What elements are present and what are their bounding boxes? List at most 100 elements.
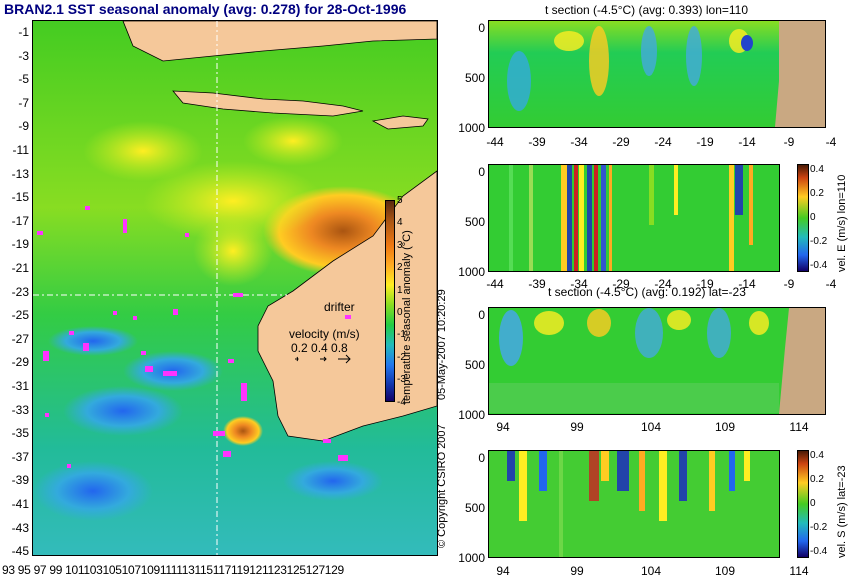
velocity-label: velocity (m/s) <box>289 327 360 341</box>
t_lat-x-tick-label: 99 <box>570 420 584 434</box>
map-lat-tick-label: -1 <box>18 25 29 39</box>
vel_e-x-tick-label: -19 <box>696 277 714 291</box>
vel_s-x-tick-label: 104 <box>640 564 662 578</box>
copyright-text: © Copyright CSIRO 2007 <box>436 424 448 548</box>
t_lat-x-tick-label: 104 <box>640 420 662 434</box>
map-title: BRAN2.1 SST seasonal anomaly (avg: 0.278… <box>4 1 407 17</box>
sst-colorbar-tick-label: 2 <box>397 262 403 274</box>
t_lon-x-tick-label: -4 <box>825 135 837 149</box>
sst-colorbar <box>385 200 395 402</box>
vel_e-x-tick-label: -29 <box>612 277 630 291</box>
t_lat-x-tick-label: 109 <box>714 420 736 434</box>
vel_s-colorbar-tick-label: 0 <box>810 498 816 509</box>
map-lat-tick-label: -5 <box>18 72 29 87</box>
sst-colorbar-tick-label: 4 <box>397 217 403 229</box>
sst-colorbar-tick-label: 5 <box>397 195 403 206</box>
vel-e-colorbar <box>797 164 809 272</box>
t_lat-y-tick-label: 0 <box>478 308 485 322</box>
map-lat-tick-label: -17 <box>11 213 29 228</box>
t_lat-x-tick-label: 94 <box>496 420 510 434</box>
timestamp-text: 05-May-2007 10:20:29 <box>436 289 448 400</box>
vel-e-svg <box>489 165 779 271</box>
vel_e-colorbar-tick-label: -0.4 <box>810 260 828 271</box>
map-lat-tick-label: -15 <box>11 190 29 205</box>
vel_s-x-tick-label: 99 <box>570 564 584 578</box>
t_lon-x-tick-label: -29 <box>612 135 630 149</box>
vel_s-colorbar-tick-label: -0.4 <box>810 546 828 557</box>
vel-s-colorbar-label: vel. S (m/s) lat=-23 <box>836 465 848 558</box>
vel_s-x-tick-label: 109 <box>714 564 736 578</box>
t-section-lat-title: t section (-4.5°C) (avg: 0.192) lat=-23 <box>548 285 746 299</box>
map-lat-tick-label: -27 <box>11 331 29 346</box>
vel_e-y-tick-label: 500 <box>464 215 485 229</box>
t-section-lat-panel <box>488 307 826 415</box>
t_lon-x-tick-label: -9 <box>783 135 795 149</box>
t_lon-x-tick-label: -39 <box>528 135 546 149</box>
map-lat-tick-label: -29 <box>11 355 29 370</box>
sst-colorbar-tick-label: -4 <box>397 396 406 408</box>
t_lon-x-tick-label: -34 <box>570 135 588 149</box>
vel_s-colorbar-tick-label: 0.2 <box>810 474 824 485</box>
map-lat-tick-label: -45 <box>11 544 29 559</box>
sst-colorbar-tick-label: 1 <box>397 284 403 296</box>
vel_e-colorbar-tick-label: 0.4 <box>810 164 824 175</box>
vel_s-colorbar-tick-label: 0.4 <box>810 450 824 461</box>
vel_e-colorbar-tick-label: 0.2 <box>810 188 824 199</box>
map-lat-tick-label: -13 <box>11 166 29 181</box>
vel_e-x-tick-label: -4 <box>825 277 837 291</box>
vel_e-x-tick-label: -44 <box>486 277 504 291</box>
velocity-values: 0.2 0.4 0.8 <box>291 341 348 355</box>
vel_e-x-tick-label: -14 <box>738 277 756 291</box>
vel_e-y-tick-label: 0 <box>478 165 485 179</box>
sst-colorbar-tick-label: 3 <box>397 239 403 251</box>
vel_e-y-tick-label: 1000 <box>458 265 485 279</box>
sst-colorbar-tick-label: 0 <box>397 307 403 318</box>
t_lon-x-tick-label: -44 <box>486 135 504 149</box>
t_lon-y-tick-label: 0 <box>478 21 485 35</box>
vel_e-x-tick-label: -9 <box>783 277 795 291</box>
vel_e-x-tick-label: -34 <box>570 277 588 291</box>
map-lon-ticks: 93 95 97 99 1011031051071091111131151171… <box>2 563 344 577</box>
t_lat-x-tick-label: 114 <box>789 420 809 434</box>
map-lat-tick-label: -11 <box>12 143 29 157</box>
t_lon-y-tick-label: 500 <box>464 71 485 85</box>
t_lon-x-tick-label: -24 <box>654 135 672 149</box>
vel_s-y-tick-label: 1000 <box>458 551 485 565</box>
map-lat-tick-label: -33 <box>11 402 29 417</box>
vel_s-y-tick-label: 500 <box>464 501 485 515</box>
map-lat-tick-label: -23 <box>11 284 29 299</box>
vel-e-panel <box>488 164 780 272</box>
map-lat-tick-label: -25 <box>11 308 29 323</box>
map-lat-tick-label: -37 <box>11 449 29 464</box>
t_lat-y-tick-label: 1000 <box>458 408 485 422</box>
vel_e-x-tick-label: -39 <box>528 277 546 291</box>
sst-colorbar-label: temperature seasonal anomaly (°C) <box>401 230 413 404</box>
t-section-lat-svg <box>489 308 825 414</box>
drifter-label: drifter <box>324 300 355 314</box>
vel-s-svg <box>489 451 779 557</box>
velocity-arrows <box>295 354 351 364</box>
sst-colorbar-tick-label: -2 <box>397 351 406 363</box>
t_lon-x-tick-label: -19 <box>696 135 714 149</box>
t_lon-y-tick-label: 1000 <box>458 121 485 135</box>
map-lat-tick-label: -31 <box>11 379 29 393</box>
vel_e-colorbar-tick-label: -0.2 <box>810 236 828 247</box>
sst-map-svg <box>33 21 437 555</box>
drifter-markers <box>37 206 351 468</box>
sst-colorbar-tick-label: -3 <box>397 374 406 386</box>
t_lat-y-tick-label: 500 <box>464 358 485 372</box>
vel_e-colorbar-tick-label: 0 <box>810 212 816 223</box>
vel_s-y-tick-label: 0 <box>478 451 485 465</box>
map-lat-tick-label: -39 <box>11 473 29 488</box>
map-lat-tick-label: -19 <box>11 237 29 252</box>
vel-s-colorbar <box>797 450 809 558</box>
t-section-lon-title: t section (-4.5°C) (avg: 0.393) lon=110 <box>545 3 749 17</box>
vel_e-x-tick-label: -24 <box>654 277 672 291</box>
vel_s-x-tick-label: 114 <box>789 564 809 578</box>
sst-anomaly-map <box>32 20 438 556</box>
vel_s-colorbar-tick-label: -0.2 <box>810 522 828 533</box>
t_lon-x-tick-label: -14 <box>738 135 756 149</box>
map-lat-tick-label: -41 <box>11 497 29 511</box>
map-lat-tick-label: -9 <box>18 119 29 134</box>
vel-s-panel <box>488 450 780 558</box>
